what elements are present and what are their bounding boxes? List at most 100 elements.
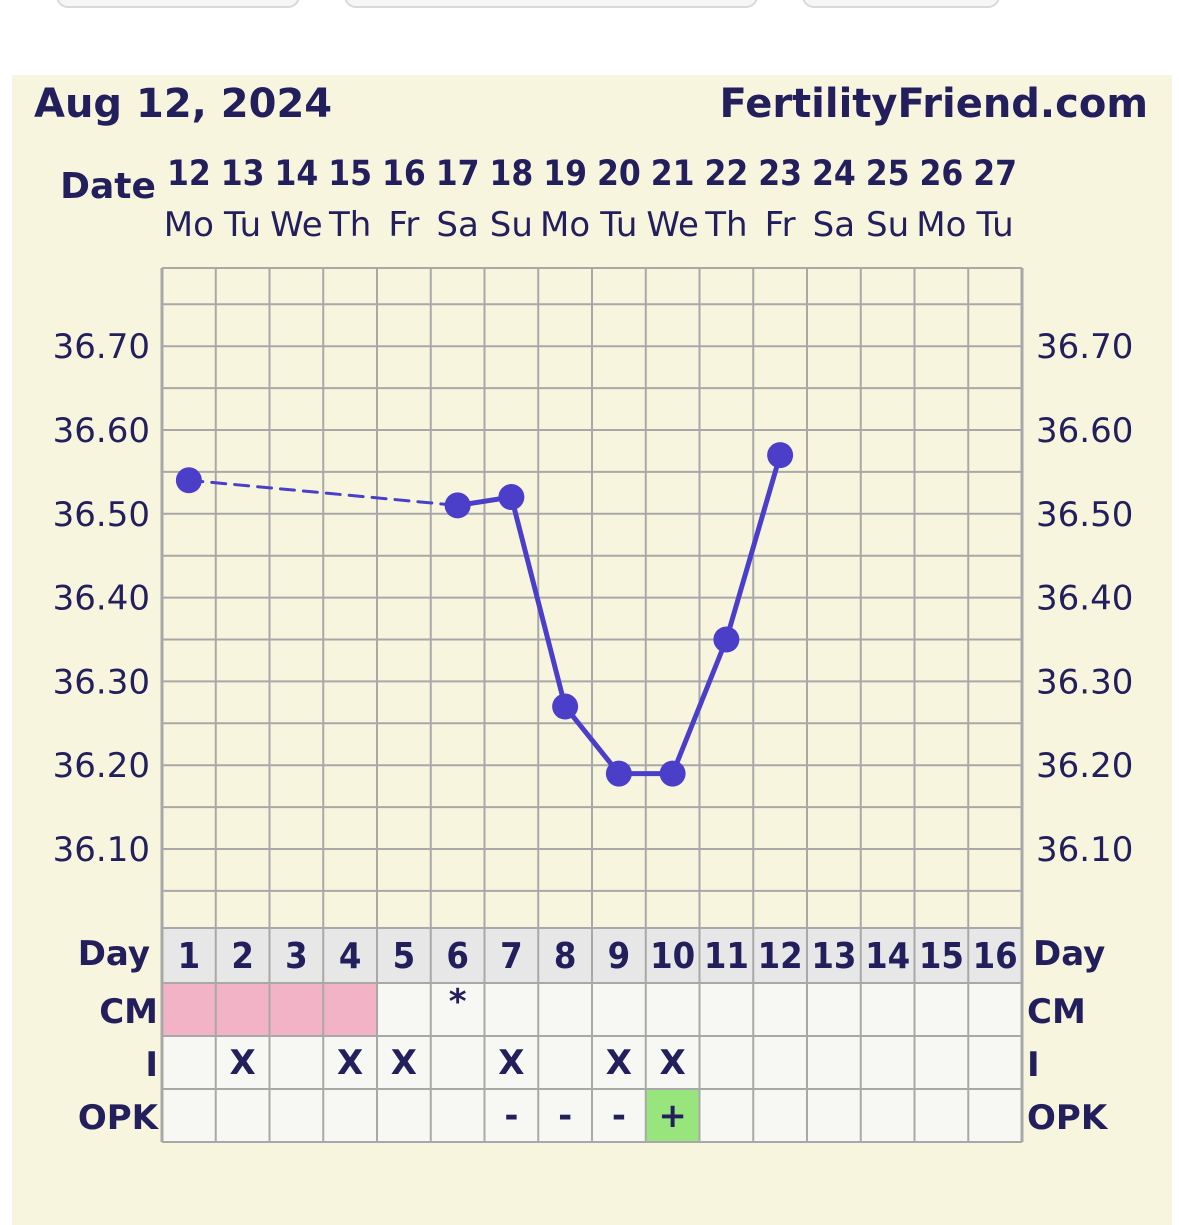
date-label: 23 <box>758 154 802 194</box>
cycle-day-number: 4 <box>339 936 362 977</box>
day-row-label-right: Day <box>1033 934 1105 974</box>
cycle-day-number: 2 <box>231 936 254 977</box>
y-tick-right: 36.20 <box>1036 746 1133 786</box>
top-tab-2[interactable] <box>344 0 758 8</box>
intercourse-mark: X <box>660 1043 686 1083</box>
y-tick-left: 36.60 <box>53 411 150 451</box>
cm-mark: * <box>449 982 467 1022</box>
opk-mark: - <box>558 1096 572 1136</box>
temperature-line-segment <box>723 452 783 642</box>
weekday-label: Th <box>704 205 747 245</box>
date-label: 15 <box>328 154 372 194</box>
temperature-point <box>767 442 794 469</box>
cycle-day-number: 8 <box>554 936 577 977</box>
temperature-line-segment <box>562 704 622 777</box>
temperature-point <box>713 626 740 653</box>
intercourse-label-left: I <box>145 1045 158 1085</box>
temperature-point <box>444 492 471 519</box>
y-tick-left: 36.40 <box>53 579 150 619</box>
temperature-point <box>552 693 579 720</box>
y-tick-right: 36.70 <box>1036 327 1133 367</box>
weekday-label: Th <box>328 205 371 245</box>
brand-label: FertilityFriend.com <box>719 81 1148 127</box>
intercourse-mark: X <box>230 1043 256 1083</box>
weekday-label: We <box>270 205 323 245</box>
cm-highlight-cell <box>162 983 216 1036</box>
intercourse-mark: X <box>337 1043 363 1083</box>
opk-label-left: OPK <box>78 1098 160 1138</box>
date-label: 20 <box>597 154 641 194</box>
y-tick-right: 36.40 <box>1036 579 1133 619</box>
cm-highlight-cell <box>269 983 324 1036</box>
cm-highlight-cell <box>215 983 270 1036</box>
cycle-day-number: 3 <box>285 936 308 977</box>
intercourse-mark: X <box>606 1043 632 1083</box>
cycle-day-number: 14 <box>865 936 910 977</box>
date-label: 13 <box>221 154 265 194</box>
cycle-day-number: 11 <box>704 936 749 977</box>
temperature-point <box>175 467 202 494</box>
cycle-day-number: 12 <box>758 936 803 977</box>
weekday-label: We <box>646 205 699 245</box>
cycle-day-number: 6 <box>446 936 469 977</box>
cycle-day-number: 9 <box>608 936 631 977</box>
weekday-label: Fr <box>765 205 796 245</box>
date-label: 27 <box>973 154 1017 194</box>
opk-mark: - <box>504 1096 518 1136</box>
temperature-line-segment <box>670 637 729 777</box>
weekday-label: Su <box>866 205 909 245</box>
date-label: 12 <box>167 154 211 194</box>
opk-label-right: OPK <box>1027 1098 1109 1138</box>
date-header-label: Date <box>60 166 156 207</box>
cycle-day-number: 1 <box>178 936 201 977</box>
weekday-label: Mo <box>540 205 590 245</box>
weekday-label: Tu <box>223 205 261 245</box>
y-tick-left: 36.20 <box>53 746 150 786</box>
weekday-label: Sa <box>813 205 855 245</box>
weekday-label: Tu <box>599 205 637 245</box>
intercourse-mark: X <box>498 1043 524 1083</box>
chart-title: Aug 12, 2024 <box>34 81 332 127</box>
opk-positive-cell <box>645 1089 700 1142</box>
y-tick-right: 36.10 <box>1036 830 1133 870</box>
date-label: 14 <box>274 154 318 194</box>
date-label: 17 <box>436 154 480 194</box>
temperature-line-segment <box>508 494 568 710</box>
day-row-label-left: Day <box>78 934 150 974</box>
cycle-day-number: 10 <box>650 936 695 977</box>
opk-mark: + <box>658 1096 687 1136</box>
cm-label-right: CM <box>1027 992 1086 1032</box>
temperature-point <box>659 760 686 787</box>
weekday-label: Sa <box>436 205 478 245</box>
top-tab-1[interactable] <box>56 0 300 8</box>
cycle-day-number: 7 <box>500 936 523 977</box>
cycle-day-number: 16 <box>973 936 1018 977</box>
date-label: 26 <box>919 154 963 194</box>
y-tick-right: 36.60 <box>1036 411 1133 451</box>
date-label: 24 <box>812 154 856 194</box>
temperature-point <box>605 760 632 787</box>
date-label: 25 <box>866 154 910 194</box>
intercourse-label-right: I <box>1027 1045 1040 1085</box>
cycle-day-number: 5 <box>393 936 416 977</box>
weekday-label: Su <box>490 205 533 245</box>
y-tick-right: 36.50 <box>1036 495 1133 535</box>
y-tick-left: 36.70 <box>53 327 150 367</box>
y-tick-left: 36.50 <box>53 495 150 535</box>
y-tick-left: 36.10 <box>53 830 150 870</box>
cm-label-left: CM <box>99 992 158 1032</box>
cm-highlight-cell <box>323 983 377 1036</box>
temperature-line-segment <box>187 478 460 507</box>
weekday-label: Fr <box>388 205 419 245</box>
opk-mark: - <box>612 1096 626 1136</box>
date-label: 18 <box>489 154 533 194</box>
date-label: 16 <box>382 154 426 194</box>
y-tick-left: 36.30 <box>53 662 150 702</box>
weekday-label: Mo <box>916 205 966 245</box>
date-label: 21 <box>651 154 695 194</box>
top-tab-3[interactable] <box>802 0 1000 8</box>
y-tick-right: 36.30 <box>1036 662 1133 702</box>
intercourse-mark: X <box>391 1043 417 1083</box>
